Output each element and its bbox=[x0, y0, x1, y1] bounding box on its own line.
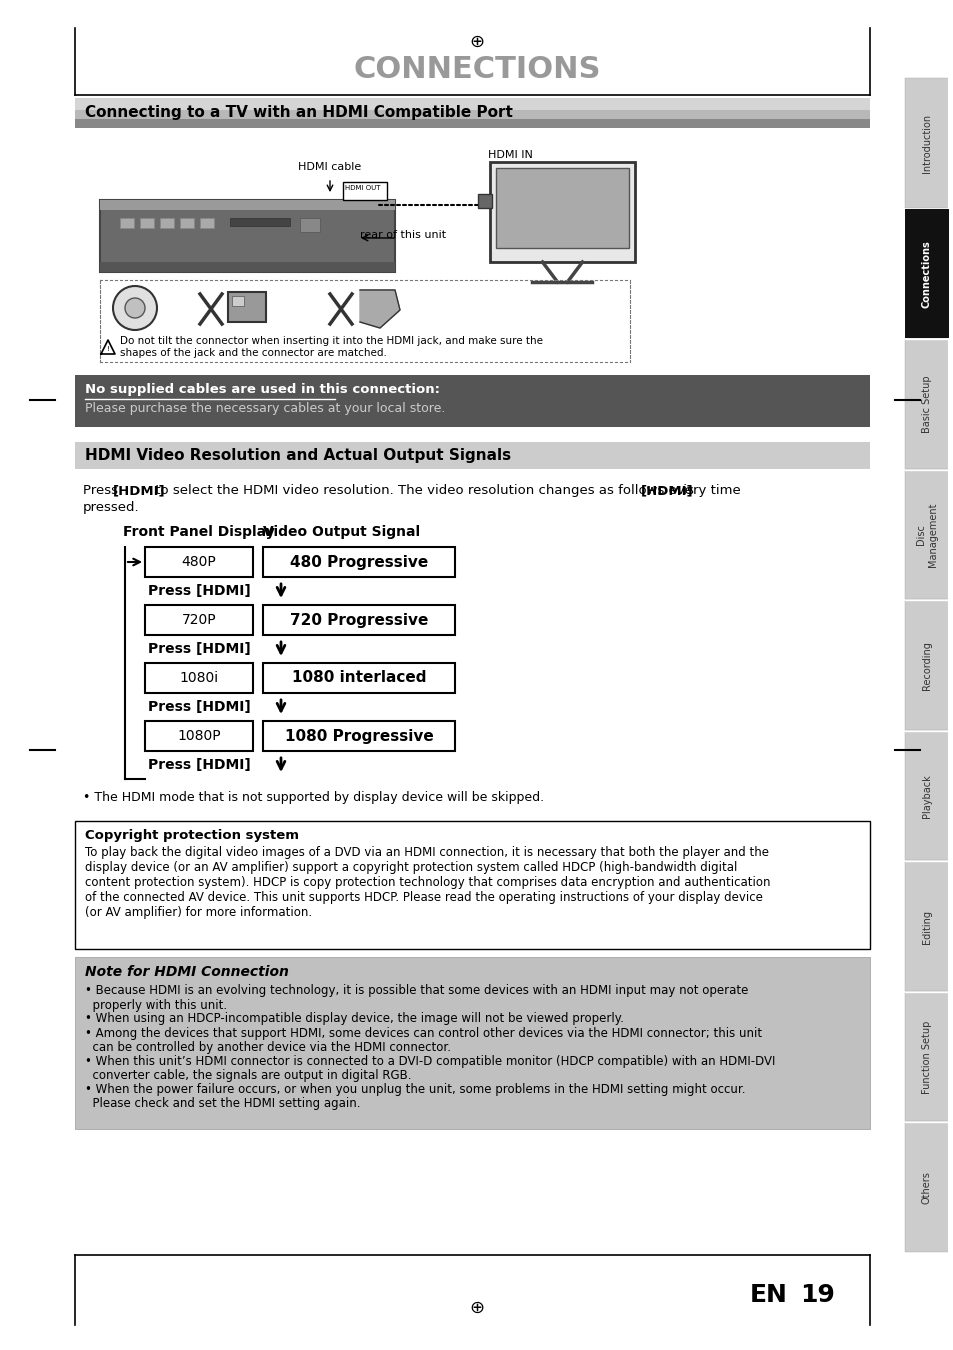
Text: To play back the digital video images of a DVD via an HDMI connection, it is nec: To play back the digital video images of… bbox=[85, 846, 770, 919]
Text: CONNECTIONS: CONNECTIONS bbox=[353, 55, 600, 85]
Bar bbox=[100, 200, 395, 211]
Text: 720 Progressive: 720 Progressive bbox=[290, 613, 428, 628]
Text: !: ! bbox=[107, 346, 110, 352]
Text: Press [HDMI]: Press [HDMI] bbox=[148, 701, 250, 714]
Bar bbox=[263, 605, 455, 634]
Text: [HDMI]: [HDMI] bbox=[640, 485, 693, 497]
Bar bbox=[263, 547, 455, 576]
Bar bbox=[75, 957, 869, 1129]
Bar bbox=[145, 547, 253, 576]
Text: 720P: 720P bbox=[181, 613, 216, 626]
Bar bbox=[145, 605, 253, 634]
Text: Video Output Signal: Video Output Signal bbox=[263, 525, 419, 539]
Bar bbox=[75, 821, 869, 949]
Bar bbox=[75, 130, 869, 375]
Text: Do not tilt the connector when inserting it into the HDMI jack, and make sure th: Do not tilt the connector when inserting… bbox=[120, 336, 542, 358]
Bar bbox=[200, 217, 213, 228]
Bar bbox=[904, 992, 948, 1122]
Bar bbox=[75, 99, 869, 128]
Bar bbox=[904, 339, 948, 468]
Bar bbox=[75, 99, 869, 109]
Text: 480P: 480P bbox=[181, 555, 216, 568]
Bar bbox=[145, 663, 253, 693]
Bar bbox=[496, 167, 628, 248]
Bar bbox=[228, 292, 266, 323]
Bar bbox=[904, 601, 948, 730]
Circle shape bbox=[112, 286, 157, 329]
Bar bbox=[490, 162, 635, 262]
Bar bbox=[75, 441, 869, 468]
Bar bbox=[343, 182, 387, 200]
Polygon shape bbox=[359, 290, 399, 328]
Text: • The HDMI mode that is not supported by display device will be skipped.: • The HDMI mode that is not supported by… bbox=[83, 791, 543, 805]
Bar bbox=[232, 296, 244, 306]
Bar bbox=[100, 262, 395, 271]
Bar bbox=[160, 217, 173, 228]
Text: ⊕: ⊕ bbox=[469, 1299, 484, 1318]
Bar bbox=[904, 470, 948, 599]
Bar bbox=[120, 217, 133, 228]
Bar bbox=[75, 375, 869, 427]
Text: HDMI cable: HDMI cable bbox=[298, 162, 361, 171]
Bar bbox=[180, 217, 193, 228]
Text: Basic Setup: Basic Setup bbox=[921, 375, 931, 433]
Bar bbox=[263, 721, 455, 751]
Bar bbox=[904, 208, 948, 338]
Bar bbox=[299, 217, 319, 232]
Text: 1080 Progressive: 1080 Progressive bbox=[284, 729, 433, 744]
Text: Disc
Management: Disc Management bbox=[915, 502, 937, 567]
Text: EN: EN bbox=[749, 1282, 787, 1307]
Text: Connections: Connections bbox=[921, 240, 931, 308]
Text: Press: Press bbox=[83, 485, 122, 497]
Text: Introduction: Introduction bbox=[921, 113, 931, 173]
Text: 1080 interlaced: 1080 interlaced bbox=[292, 671, 426, 686]
Text: HDMI Video Resolution and Actual Output Signals: HDMI Video Resolution and Actual Output … bbox=[85, 448, 511, 463]
Bar bbox=[230, 217, 290, 225]
Bar bbox=[140, 217, 153, 228]
Bar bbox=[904, 861, 948, 991]
Text: [HDMI]: [HDMI] bbox=[112, 485, 166, 497]
Text: Copyright protection system: Copyright protection system bbox=[85, 829, 298, 842]
Text: Function Setup: Function Setup bbox=[921, 1021, 931, 1094]
Text: Playback: Playback bbox=[921, 774, 931, 818]
Text: Please purchase the necessary cables at your local store.: Please purchase the necessary cables at … bbox=[85, 402, 445, 414]
Text: • Because HDMI is an evolving technology, it is possible that some devices with : • Because HDMI is an evolving technology… bbox=[85, 984, 747, 1012]
Text: Press [HDMI]: Press [HDMI] bbox=[148, 585, 250, 598]
Bar bbox=[145, 721, 253, 751]
Text: 19: 19 bbox=[800, 1282, 834, 1307]
Bar bbox=[904, 1122, 948, 1251]
Text: is: is bbox=[679, 485, 693, 497]
Text: rear of this unit: rear of this unit bbox=[359, 230, 446, 240]
Text: Others: Others bbox=[921, 1172, 931, 1204]
Bar bbox=[904, 78, 948, 208]
Bar bbox=[904, 730, 948, 860]
Text: Front Panel Display: Front Panel Display bbox=[123, 525, 274, 539]
Text: Note for HDMI Connection: Note for HDMI Connection bbox=[85, 965, 289, 979]
Text: 1080P: 1080P bbox=[177, 729, 220, 742]
Text: to select the HDMI video resolution. The video resolution changes as follows eve: to select the HDMI video resolution. The… bbox=[151, 485, 744, 497]
Text: 1080i: 1080i bbox=[179, 671, 218, 684]
Circle shape bbox=[125, 298, 145, 319]
Text: Press [HDMI]: Press [HDMI] bbox=[148, 643, 250, 656]
Bar bbox=[75, 119, 869, 128]
Bar bbox=[477, 194, 492, 208]
Text: Connecting to a TV with an HDMI Compatible Port: Connecting to a TV with an HDMI Compatib… bbox=[85, 105, 513, 120]
Text: Editing: Editing bbox=[921, 910, 931, 944]
Text: • When using an HDCP-incompatible display device, the image will not be viewed p: • When using an HDCP-incompatible displa… bbox=[85, 1012, 623, 1025]
Text: No supplied cables are used in this connection:: No supplied cables are used in this conn… bbox=[85, 383, 439, 396]
Text: • When this unit’s HDMI connector is connected to a DVI-D compatible monitor (HD: • When this unit’s HDMI connector is con… bbox=[85, 1054, 775, 1083]
Text: 480 Progressive: 480 Progressive bbox=[290, 555, 428, 570]
Text: ⊕: ⊕ bbox=[469, 32, 484, 51]
Text: • When the power failure occurs, or when you unplug the unit, some problems in t: • When the power failure occurs, or when… bbox=[85, 1083, 744, 1111]
Bar bbox=[100, 200, 395, 271]
Text: Recording: Recording bbox=[921, 641, 931, 690]
Text: pressed.: pressed. bbox=[83, 501, 139, 514]
Text: • Among the devices that support HDMI, some devices can control other devices vi: • Among the devices that support HDMI, s… bbox=[85, 1026, 761, 1054]
Bar bbox=[263, 663, 455, 693]
Text: Press [HDMI]: Press [HDMI] bbox=[148, 757, 250, 772]
Text: HDMI IN: HDMI IN bbox=[487, 150, 532, 161]
Text: HDMI OUT: HDMI OUT bbox=[345, 185, 380, 190]
